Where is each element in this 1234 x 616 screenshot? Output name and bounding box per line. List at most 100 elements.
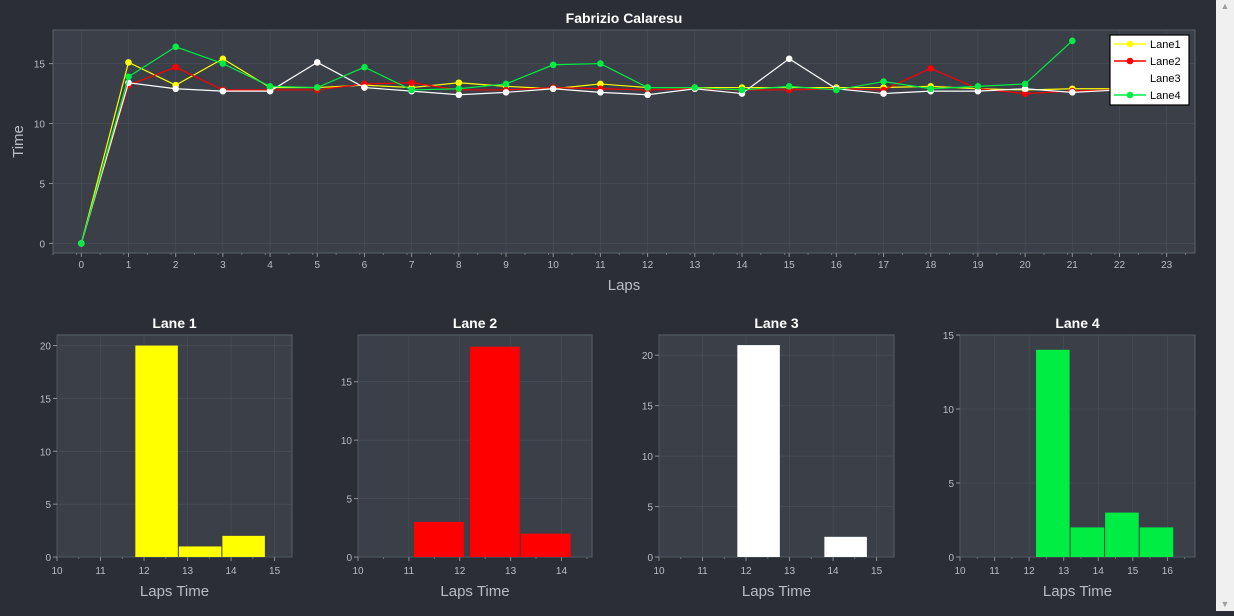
y-tick-label: 5 [39,179,45,190]
x-tick-label: 9 [503,260,509,271]
data-point-lane1 [455,79,463,87]
y-tick-label: 5 [948,479,954,490]
legend-marker-lane1 [1126,40,1134,48]
data-point-lane4 [125,73,132,81]
legend-label-lane3: Lane3 [1150,73,1181,85]
histogram-xlabel: Laps Time [440,583,509,600]
data-point-lane4 [1021,80,1029,88]
data-point-lane3 [597,89,604,96]
x-tick-label: 7 [409,260,415,271]
x-tick-label: 5 [314,260,320,271]
x-tick-label: 16 [1162,566,1174,577]
data-point-lane4 [502,80,510,88]
x-tick-label: 18 [925,260,937,271]
data-point-lane3 [785,55,793,63]
x-tick-label: 20 [1020,260,1032,271]
y-tick-label: 15 [943,331,955,342]
data-point-lane3 [266,87,274,95]
data-point-lane4 [313,84,321,91]
legend-marker-lane3 [1126,74,1134,82]
y-tick-label: 0 [948,553,954,564]
x-tick-label: 4 [267,260,273,271]
x-tick-label: 13 [182,566,194,577]
histogram-bar [520,533,571,557]
data-point-lane3 [1021,85,1029,93]
dashboard: 0 1 2 3 4 5 6 7 8 9 10 11 12 13 14 15 16 17 18 19 20 21 22 23 0 5… [10,10,1196,600]
x-tick-label: 13 [505,566,517,577]
vertical-scrollbar[interactable]: ▲ ▼ [1216,0,1234,611]
x-tick-label: 14 [736,260,748,271]
data-point-lane3 [880,90,887,97]
data-point-lane2 [408,79,415,87]
x-tick-label: 14 [556,566,568,577]
data-point-lane3 [313,59,321,66]
data-point-lane4 [361,63,368,71]
data-point-lane4 [927,85,935,93]
y-tick-label: 10 [943,405,955,416]
x-tick-label: 10 [51,566,63,577]
line-chart-xlabel: Laps [608,277,641,294]
data-point-lane4 [408,86,415,94]
y-tick-label: 0 [346,553,352,564]
data-point-lane3 [455,91,463,99]
legend-label-lane1: Lane1 [1150,39,1181,51]
x-tick-label: 11 [697,566,708,577]
histogram-bar [1070,527,1105,557]
data-point-lane2 [927,65,935,72]
data-point-lane3 [644,91,651,99]
data-point-lane2 [1021,90,1029,97]
histogram-title: Lane 1 [152,315,197,331]
data-point-lane3 [502,89,510,96]
data-point-lane4 [1069,37,1076,45]
data-point-lane1 [597,80,604,88]
data-point-lane4 [880,78,887,85]
x-tick-label: 15 [269,566,281,577]
histogram-lane-3: 10 11 12 13 14 15 0 5 10 15 20 Lane 3 Laps Time [642,315,895,600]
histogram-bar [737,345,780,557]
x-tick-label: 14 [226,566,238,577]
legend-label-lane4: Lane4 [1150,90,1181,102]
scroll-down-icon[interactable]: ▼ [1220,599,1230,609]
x-tick-label: 8 [456,260,462,271]
scroll-up-icon[interactable]: ▲ [1220,1,1230,11]
data-point-lane3 [219,87,227,95]
x-tick-label: 12 [138,566,150,577]
y-tick-label: 5 [647,503,653,514]
data-point-lane4 [266,83,274,90]
y-tick-label: 5 [45,500,51,511]
data-point-lane4 [738,86,746,94]
histogram-bar [135,345,178,557]
y-tick-label: 15 [642,402,654,413]
x-tick-label: 2 [173,260,179,271]
x-tick-label: 14 [1093,566,1105,577]
data-point-lane4 [78,240,85,247]
y-tick-label: 15 [40,394,52,405]
x-tick-label: 15 [871,566,883,577]
histogram-xlabel: Laps Time [140,583,209,600]
data-point-lane1 [125,59,132,66]
x-tick-label: 11 [595,260,606,271]
chart-area: 0 1 2 3 4 5 6 7 8 9 10 11 12 13 14 15 16 17 18 19 20 21 22 2305… [10,10,1196,600]
histogram-bar [178,546,222,557]
x-tick-label: 22 [1114,260,1126,271]
data-point-lane4 [691,84,699,91]
histogram-title: Lane 2 [453,315,498,331]
data-point-lane4 [455,85,463,93]
x-tick-label: 10 [653,566,665,577]
x-tick-label: 23 [1161,260,1173,271]
data-point-lane4 [172,43,179,51]
x-tick-label: 11 [989,566,1000,577]
x-tick-label: 12 [740,566,752,577]
y-tick-label: 10 [40,447,52,458]
x-tick-label: 14 [828,566,840,577]
data-point-lane4 [974,83,982,90]
x-tick-label: 19 [972,260,984,271]
data-point-lane4 [785,83,793,90]
line-chart-title: Fabrizio Calaresu [566,10,683,26]
x-tick-label: 17 [878,260,890,271]
histogram-xlabel: Laps Time [1043,583,1112,600]
y-tick-label: 15 [34,60,46,71]
y-tick-label: 15 [341,378,353,389]
histogram-bar [469,346,520,557]
x-tick-label: 13 [784,566,796,577]
